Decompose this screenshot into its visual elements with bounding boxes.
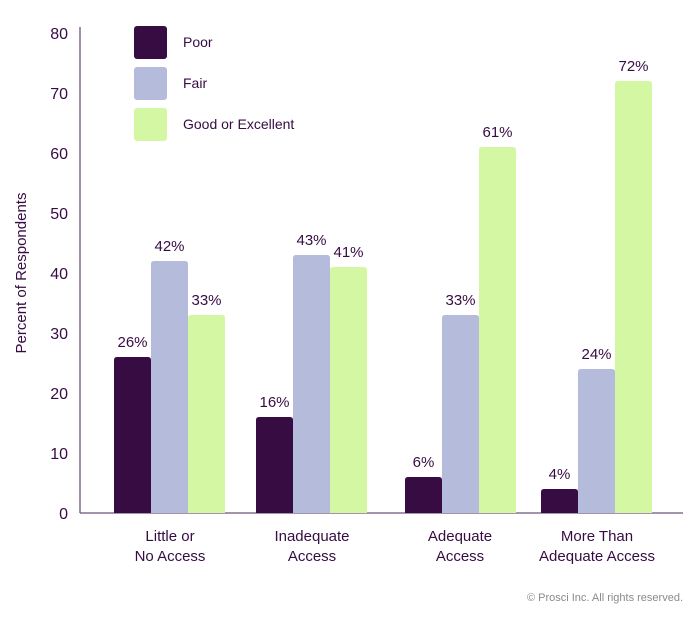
y-tick-label: 30 xyxy=(50,326,68,343)
legend-label: Poor xyxy=(183,34,213,50)
y-tick-label: 80 xyxy=(50,26,68,43)
data-label: 41% xyxy=(333,244,363,261)
copyright-note: © Prosci Inc. All rights reserved. xyxy=(526,592,683,604)
legend-label: Fair xyxy=(183,75,207,91)
data-label: 43% xyxy=(296,232,326,249)
legend-swatch xyxy=(134,67,167,100)
x-tick-label: Little or xyxy=(145,528,194,545)
y-tick-label: 70 xyxy=(50,86,68,103)
x-tick-label: Adequate Access xyxy=(539,548,655,565)
data-label: 26% xyxy=(117,334,147,351)
bar-fair xyxy=(578,369,615,513)
y-axis-label: Percent of Respondents xyxy=(13,193,30,354)
bar-chart: 0 10 20 30 40 50 60 70 80 Percent of Respondents 2… xyxy=(13,26,683,565)
y-tick-label: 50 xyxy=(50,206,68,223)
data-label: 4% xyxy=(549,466,571,483)
bar-poor xyxy=(114,357,151,513)
bar-poor xyxy=(541,489,578,513)
data-label: 33% xyxy=(191,292,221,309)
data-label: 6% xyxy=(413,454,435,471)
y-tick-label: 0 xyxy=(59,506,68,523)
bar-fair xyxy=(442,315,479,513)
bar-fair xyxy=(293,255,330,513)
data-label: 61% xyxy=(482,124,512,141)
x-tick-label: Adequate xyxy=(428,528,492,545)
x-tick-label: Access xyxy=(288,548,336,565)
legend-swatch xyxy=(134,26,167,59)
data-label: 16% xyxy=(259,394,289,411)
y-tick-label: 40 xyxy=(50,266,68,283)
bar-fair xyxy=(151,261,188,513)
bar-poor xyxy=(405,477,442,513)
data-label: 33% xyxy=(445,292,475,309)
y-tick-label: 60 xyxy=(50,146,68,163)
x-tick-label: Inadequate xyxy=(274,528,349,545)
data-label: 24% xyxy=(581,346,611,363)
bar-good-or-excellent xyxy=(330,267,367,513)
y-tick-label: 10 xyxy=(50,446,68,463)
bar-good-or-excellent xyxy=(479,147,516,513)
data-label: 72% xyxy=(618,58,648,75)
x-tick-label: Access xyxy=(436,548,484,565)
bar-good-or-excellent xyxy=(188,315,225,513)
y-tick-label: 20 xyxy=(50,386,68,403)
bar-good-or-excellent xyxy=(615,81,652,513)
bar-poor xyxy=(256,417,293,513)
data-label: 42% xyxy=(154,238,184,255)
legend-swatch xyxy=(134,108,167,141)
legend-label: Good or Excellent xyxy=(183,116,294,132)
x-tick-label: More Than xyxy=(561,528,633,545)
x-tick-label: No Access xyxy=(135,548,206,565)
